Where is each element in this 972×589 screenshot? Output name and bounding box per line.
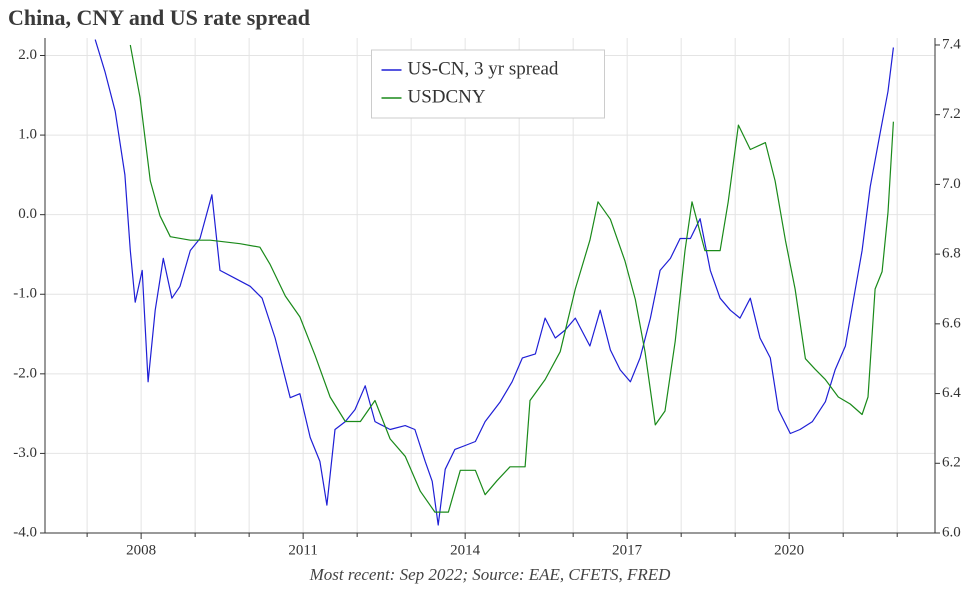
y-tick-label: -2.0 <box>13 365 37 381</box>
y2-tick-label: 6.6 <box>942 315 961 331</box>
x-tick-label: 2011 <box>288 542 317 558</box>
x-tick-label: 2020 <box>774 542 804 558</box>
series-line <box>129 44 894 513</box>
x-tick-label: 2008 <box>126 542 156 558</box>
y2-tick-label: 6.8 <box>942 246 961 262</box>
y2-tick-label: 6.0 <box>942 524 961 540</box>
caption: Most recent: Sep 2022; Source: EAE, CFET… <box>309 565 672 584</box>
plot-area <box>94 39 894 526</box>
legend-box <box>371 49 605 119</box>
y-tick-label: 0.0 <box>18 206 37 222</box>
y-tick-label: 1.0 <box>18 127 37 143</box>
chart-title: China, CNY and US rate spread <box>8 5 310 30</box>
x-tick-label: 2014 <box>450 542 481 558</box>
y2-tick-label: 6.4 <box>942 385 961 401</box>
y2-tick-label: 7.2 <box>942 106 961 122</box>
x-tick-label: 2017 <box>612 542 643 558</box>
y-tick-label: 2.0 <box>18 47 37 63</box>
legend-label: US-CN, 3 yr spread <box>408 58 559 79</box>
y-tick-label: -1.0 <box>13 286 37 302</box>
y-tick-label: -4.0 <box>13 524 37 540</box>
legend-label: USDCNY <box>408 86 486 107</box>
y2-tick-label: 6.2 <box>942 455 961 471</box>
series-line <box>94 39 894 526</box>
y2-tick-label: 7.0 <box>942 176 961 192</box>
y2-tick-label: 7.4 <box>942 36 961 52</box>
y-tick-label: -3.0 <box>13 445 37 461</box>
